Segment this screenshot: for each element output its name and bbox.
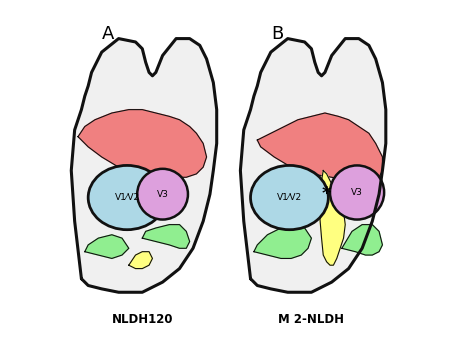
Polygon shape [142,225,190,248]
Polygon shape [240,39,386,292]
Text: V1⁄V2: V1⁄V2 [115,193,140,202]
Ellipse shape [88,165,166,230]
Polygon shape [85,235,129,258]
Ellipse shape [330,165,384,220]
Ellipse shape [251,165,328,230]
Polygon shape [71,39,217,292]
Text: A: A [102,25,115,43]
Text: *: * [322,185,331,203]
Text: V3: V3 [156,190,169,199]
Polygon shape [320,170,345,265]
Polygon shape [129,252,153,269]
Polygon shape [342,225,383,255]
Ellipse shape [137,169,188,220]
Text: V3: V3 [351,188,363,197]
Text: B: B [272,25,284,43]
Polygon shape [254,225,311,258]
Text: NLDH120: NLDH120 [111,313,173,326]
Text: V1⁄V2: V1⁄V2 [277,193,302,202]
Text: M 2-NLDH: M 2-NLDH [278,313,345,326]
Polygon shape [78,109,207,177]
Polygon shape [257,113,383,181]
